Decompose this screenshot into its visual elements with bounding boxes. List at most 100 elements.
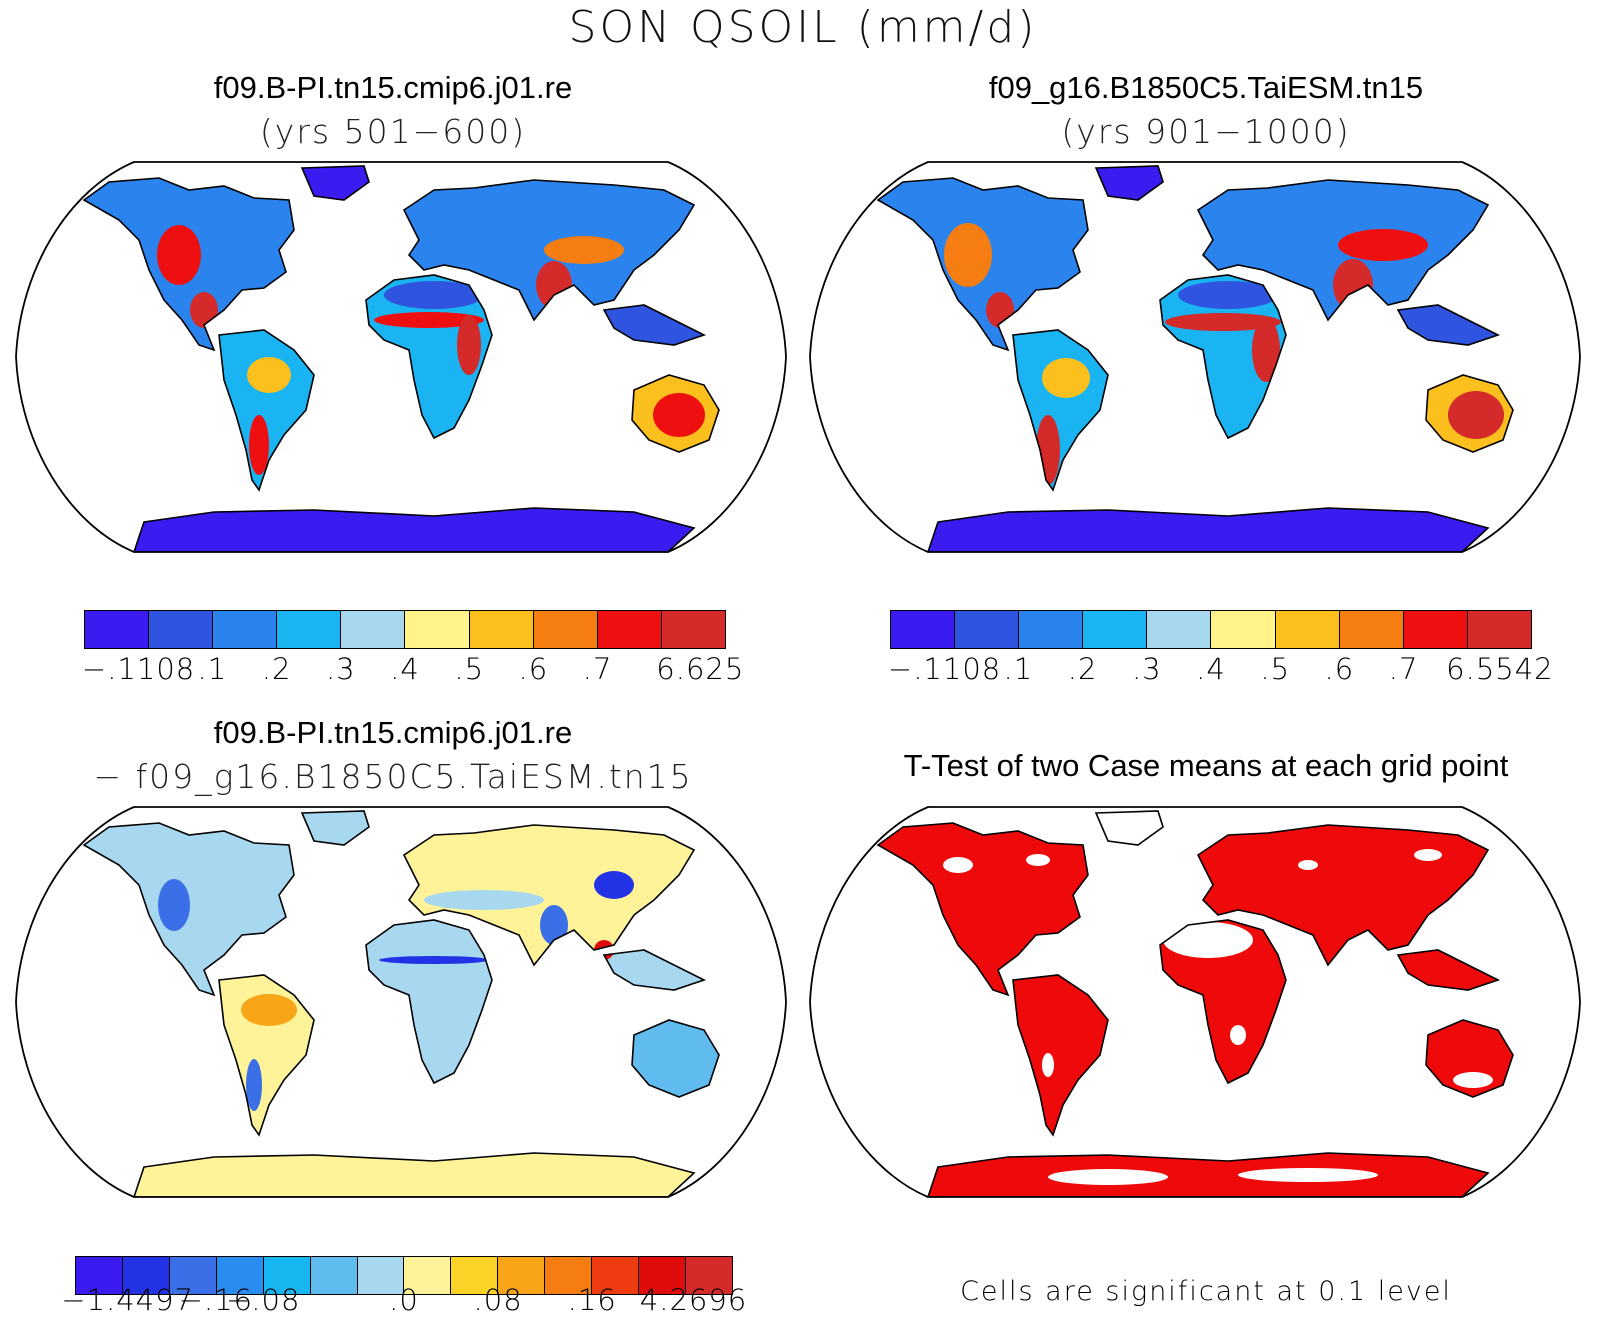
panel2-colorbar: [890, 610, 1532, 649]
colorbar-tick-label: −1.4497: [61, 1283, 195, 1317]
colorbar-box: [639, 1257, 686, 1294]
continent-seasia: [1398, 305, 1498, 345]
colorbar-box: [891, 611, 956, 648]
coastline-seasia: [1396, 949, 1501, 991]
continent-antarctica: [928, 1153, 1488, 1197]
panel3-subtitle: − f09_g16.B1850C5.TaiESM.tn15: [93, 757, 693, 796]
value-patch: [1414, 849, 1442, 861]
continent-samerica: [1013, 975, 1108, 1135]
colorbar-box: [1211, 611, 1276, 648]
coastline-africa: [365, 274, 493, 440]
colorbar-tick-label: .3: [1131, 652, 1162, 686]
coastline-namerica: [876, 177, 1089, 352]
coastline-greenland: [300, 810, 370, 846]
value-patch: [943, 857, 973, 873]
coastline-eurasia: [1196, 824, 1490, 967]
coastline-australia: [631, 374, 720, 453]
coastline-greenland: [1094, 165, 1164, 201]
panel1-colorbar-labels: −.1108.1 .2 .3 .4 .5 .6 .7 6.625: [82, 652, 743, 692]
colorbar-box: [1275, 611, 1340, 648]
continent-antarctica: [928, 508, 1488, 552]
coastline-samerica: [218, 329, 315, 492]
continent-greenland: [1096, 166, 1163, 200]
colorbar-box: [592, 1257, 640, 1294]
colorbar-box: [1339, 611, 1404, 648]
continent-antarctica: [134, 1153, 694, 1197]
colorbar-box: [955, 611, 1020, 648]
colorbar-box: [498, 1257, 546, 1294]
coastline-eurasia: [1196, 179, 1490, 322]
value-patch: [1230, 1025, 1246, 1045]
value-patch: [1448, 391, 1504, 439]
value-patch: [653, 393, 705, 437]
colorbar-box: [341, 611, 406, 648]
colorbar-box: [1467, 611, 1531, 648]
value-patch: [944, 223, 992, 287]
panel2-colorbar-labels: −.1108.1 .2 .3 .4 .5 .6 .7 6.5542: [888, 652, 1553, 692]
value-patch: [424, 890, 544, 910]
coastline-greenland: [1094, 810, 1164, 846]
value-patch: [1026, 854, 1050, 866]
colorbar-tick-label: .2: [1067, 652, 1098, 686]
colorbar-tick-label: .6: [518, 652, 549, 686]
colorbar-tick-label: .16: [567, 1283, 617, 1317]
panel3-colorbar-labels: −1.4497 −.16 −.08 .0 .08 .16 4.2696: [61, 1283, 746, 1323]
colorbar-tick-label: .4: [1196, 652, 1226, 686]
colorbar-tick-label: .08: [473, 1283, 523, 1317]
coastline-seasia: [1396, 304, 1501, 346]
coastline-namerica: [876, 822, 1089, 997]
coastline-australia: [1425, 374, 1514, 453]
coastline-eurasia: [402, 179, 696, 322]
colorbar-box: [1403, 611, 1468, 648]
colorbar-tick-label: .5: [1260, 652, 1291, 686]
continent-seasia: [604, 305, 704, 345]
colorbar-tick-label: .6: [1324, 652, 1355, 686]
colorbar-tick-label: .7: [1388, 652, 1419, 686]
colorbar-box: [169, 1257, 217, 1294]
coastline-antarctica: [132, 1152, 696, 1197]
value-patch: [158, 879, 190, 931]
value-patch: [1042, 358, 1090, 398]
colorbar-box: [213, 611, 278, 648]
value-patch: [249, 415, 269, 475]
continent-africa: [1160, 920, 1286, 1083]
value-patch: [594, 871, 634, 899]
value-patch: [1178, 281, 1278, 309]
colorbar-box: [405, 611, 470, 648]
panel3-map: [15, 806, 787, 1198]
continent-eurasia: [404, 825, 694, 965]
panel3-colorbar: [75, 1256, 733, 1295]
coastline-samerica: [1012, 329, 1109, 492]
panel2-title: f09_g16.B1850C5.TaiESM.tn15: [988, 70, 1424, 105]
colorbar-box: [533, 611, 598, 648]
value-patch: [1165, 313, 1281, 331]
coastline-samerica: [1012, 974, 1109, 1137]
colorbar-box: [85, 611, 150, 648]
value-patch: [374, 312, 484, 328]
value-patch: [1048, 1169, 1168, 1185]
colorbar-tick-label: .5: [454, 652, 485, 686]
coastline-namerica: [82, 822, 295, 997]
coastline-namerica: [82, 177, 295, 352]
panel1-map: [15, 161, 787, 553]
continent-eurasia: [1198, 825, 1488, 965]
colorbar-box: [149, 611, 214, 648]
continent-greenland: [302, 811, 369, 845]
continent-australia: [632, 1020, 719, 1097]
coastline-australia: [631, 1019, 720, 1098]
colorbar-box: [469, 611, 534, 648]
value-patch: [1238, 1168, 1378, 1182]
coastline-antarctica: [132, 507, 696, 552]
coastline-africa: [1159, 919, 1287, 1085]
value-patch: [241, 994, 297, 1026]
colorbar-tick-label: .0: [389, 1283, 419, 1317]
map-border: [809, 161, 1581, 553]
panel1-colorbar: [84, 610, 726, 649]
coastline-antarctica: [926, 507, 1490, 552]
colorbar-box: [263, 1257, 311, 1294]
colorbar-box: [597, 611, 662, 648]
continent-greenland: [302, 166, 369, 200]
value-patch: [379, 956, 489, 964]
colorbar-box: [451, 1257, 499, 1294]
continent-seasia: [604, 950, 704, 990]
